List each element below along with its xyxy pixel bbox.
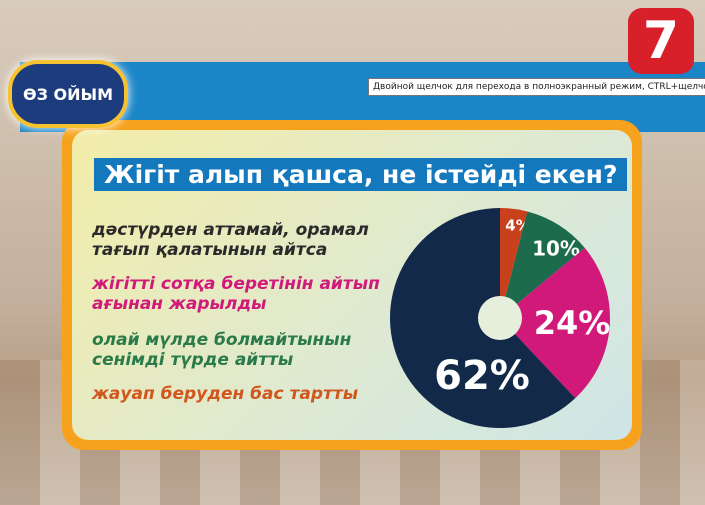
- legend-item: олай мүлде болмайтынын сенімді түрде айт…: [92, 330, 352, 370]
- legend-item: жігітті сотқа беретінін айтып ағынан жар…: [92, 274, 380, 314]
- show-logo: ӨЗ ОЙЫМ: [8, 60, 128, 128]
- pie-slice: [500, 247, 610, 399]
- slice-label: 62%: [434, 353, 530, 399]
- donut-hole: [478, 296, 522, 340]
- slice-label: 24%: [534, 304, 611, 342]
- tooltip: Двойной щелчок для перехода в полноэкран…: [368, 78, 705, 96]
- channel-logo: 7: [628, 8, 694, 74]
- legend-item: дәстүрден аттамай, орамал тағып қалатыны…: [92, 220, 369, 260]
- legend-item: жауап беруден бас тартты: [92, 384, 359, 404]
- chart-title: Жігіт алып қашса, не істейді екен?: [94, 158, 628, 191]
- slice-label: 10%: [532, 237, 580, 261]
- pie-slice: [500, 211, 585, 318]
- pie-slice: [500, 208, 528, 318]
